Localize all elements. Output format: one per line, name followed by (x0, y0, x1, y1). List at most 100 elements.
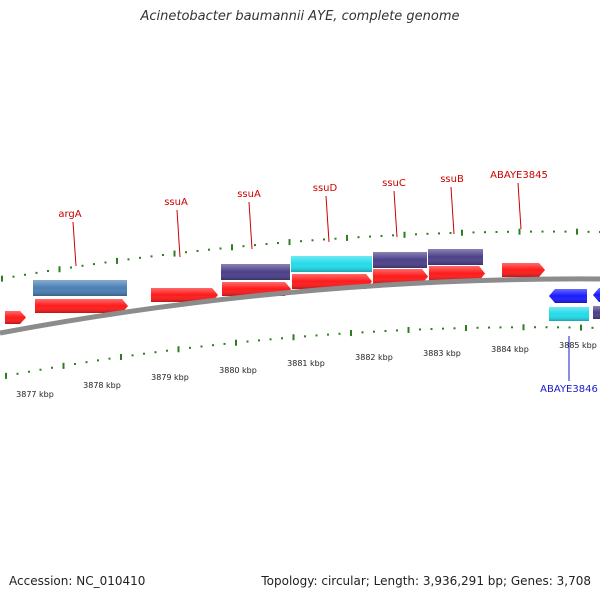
outer-tick (541, 230, 544, 233)
inner-tick (223, 342, 226, 345)
inner-tick (143, 352, 145, 355)
gene-label-forward: argA (58, 209, 81, 220)
inner-tick (177, 346, 180, 353)
inner-tick (315, 334, 318, 337)
inner-tick (511, 326, 513, 329)
gene-ssuD-shade (291, 256, 372, 272)
outer-tick (369, 235, 371, 238)
gene-track (5, 249, 600, 324)
inner-tick (120, 353, 122, 360)
outer-tick (196, 249, 199, 252)
outer-tick (265, 243, 268, 246)
inner-tick (453, 327, 456, 330)
inner-tick (488, 326, 490, 329)
inner-tick (28, 370, 30, 373)
rev-cds-2 (593, 288, 600, 302)
inner-tick (16, 372, 19, 375)
outer-tick (507, 230, 509, 233)
rev-cds-1 (549, 289, 587, 303)
inner-tick (39, 368, 42, 371)
outer-tick (392, 234, 394, 237)
outer-tick (530, 230, 532, 233)
inner-tick (85, 361, 88, 364)
outer-tick-track (1, 228, 600, 282)
gene-argA-shade (33, 280, 127, 296)
cds-red-1 (5, 311, 26, 324)
inner-tick (5, 372, 7, 379)
inner-tick (108, 357, 111, 360)
gene-argA (33, 280, 127, 296)
axis-tick-label: 3884 kbp (491, 345, 529, 354)
gene-label-leader (248, 201, 253, 250)
inner-tick (442, 327, 444, 330)
inner-tick (154, 351, 157, 354)
inner-tick (304, 335, 306, 338)
inner-tick (51, 366, 53, 369)
axis-tick-label: 3885 kbp (559, 341, 597, 350)
outer-tick (461, 229, 463, 236)
gene-ssuD (291, 256, 372, 272)
inner-tick (545, 326, 548, 329)
inner-tick (499, 326, 502, 329)
outer-tick (150, 255, 153, 258)
rev-cds-1-shade (549, 289, 587, 303)
outer-tick (24, 273, 26, 276)
inner-tick (568, 326, 571, 329)
inner-tick (166, 349, 168, 352)
outer-tick (1, 275, 3, 282)
gene-label-leader (393, 190, 398, 238)
inner-tick (235, 339, 237, 346)
axis-tick-labels: 3877 kbp 3878 kbp 3879 kbp 3880 kbp 3881 kbp… (16, 341, 597, 399)
genome-backbone (0, 276, 600, 336)
inner-tick (361, 331, 364, 334)
inner-tick (189, 346, 191, 349)
inner-tick (350, 330, 352, 337)
outer-tick (70, 266, 72, 269)
gene-ssuC-shade (373, 252, 427, 268)
outer-tick (58, 266, 61, 273)
outer-tick (231, 244, 233, 251)
outer-tick (104, 261, 107, 264)
inner-tick (269, 338, 272, 341)
outer-tick (334, 237, 337, 240)
outer-tick (35, 271, 38, 274)
outer-tick (484, 231, 486, 234)
outer-tick (518, 228, 521, 235)
inner-tick (465, 325, 467, 332)
outer-tick (472, 231, 475, 234)
inner-tick (292, 334, 295, 341)
inner-tick (476, 326, 479, 329)
outer-tick (162, 253, 164, 256)
inner-tick (338, 332, 341, 335)
outer-tick (93, 263, 95, 266)
cds-red-2-shade (35, 299, 128, 313)
inner-tick (396, 329, 398, 332)
gene-ssuC (373, 252, 427, 268)
cds-red-3 (151, 288, 218, 302)
outer-tick (495, 230, 498, 233)
gene-rev-purple-shade (593, 306, 600, 319)
gene-label-leader (72, 221, 77, 267)
inner-tick (327, 333, 329, 336)
inner-tick (407, 326, 410, 333)
gene-label-leader (325, 195, 330, 243)
gene-label-leader (176, 209, 181, 258)
outer-tick (208, 248, 210, 251)
gene-ssuA-shade (221, 264, 290, 280)
gene-label-forward: ssuB (440, 174, 464, 185)
outer-tick (323, 238, 325, 241)
inner-tick (580, 324, 582, 331)
outer-tick (403, 231, 406, 238)
outer-tick (438, 232, 440, 235)
axis-tick-label: 3879 kbp (151, 373, 189, 382)
inner-tick (522, 324, 525, 331)
cds-red-8 (502, 263, 545, 277)
inner-tick (557, 326, 559, 329)
outer-tick (12, 275, 15, 278)
inner-tick (74, 362, 76, 365)
inner-tick (384, 330, 387, 333)
gene-ABAYE3846 (549, 307, 589, 321)
outer-tick (288, 239, 291, 246)
axis-tick-label: 3880 kbp (219, 366, 257, 375)
outer-tick (311, 239, 314, 242)
